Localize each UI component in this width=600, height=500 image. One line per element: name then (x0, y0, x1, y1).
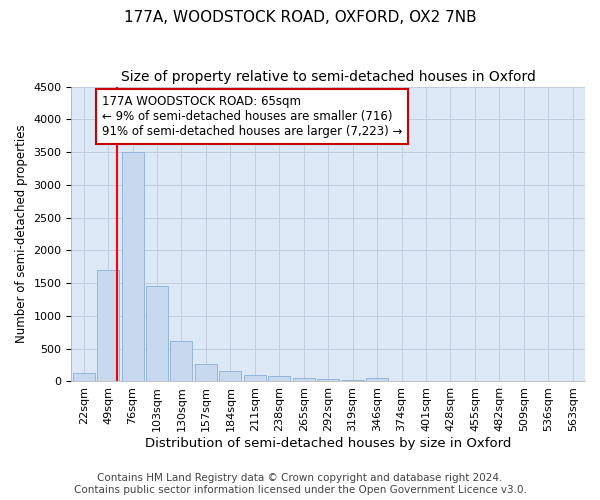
Bar (97, 270, 119, 382)
Bar (122, 152, 143, 382)
Bar (170, 341, 193, 382)
Bar (220, 370, 241, 382)
Text: 177A, WOODSTOCK ROAD, OXFORD, OX2 7NB: 177A, WOODSTOCK ROAD, OXFORD, OX2 7NB (124, 10, 476, 25)
Text: 177A WOODSTOCK ROAD: 65sqm
← 9% of semi-detached houses are smaller (716)
91% of: 177A WOODSTOCK ROAD: 65sqm ← 9% of semi-… (102, 96, 403, 138)
Bar (366, 378, 388, 382)
Bar (268, 376, 290, 382)
Title: Size of property relative to semi-detached houses in Oxford: Size of property relative to semi-detach… (121, 70, 536, 84)
Y-axis label: Number of semi-detached properties: Number of semi-detached properties (15, 124, 28, 344)
Bar (244, 374, 266, 382)
Bar (341, 380, 364, 382)
Text: Contains HM Land Registry data © Crown copyright and database right 2024.
Contai: Contains HM Land Registry data © Crown c… (74, 474, 526, 495)
Bar (317, 379, 339, 382)
Bar (195, 364, 217, 382)
Bar (146, 286, 168, 382)
X-axis label: Distribution of semi-detached houses by size in Oxford: Distribution of semi-detached houses by … (145, 437, 511, 450)
Bar (293, 378, 315, 382)
Bar (73, 373, 95, 382)
